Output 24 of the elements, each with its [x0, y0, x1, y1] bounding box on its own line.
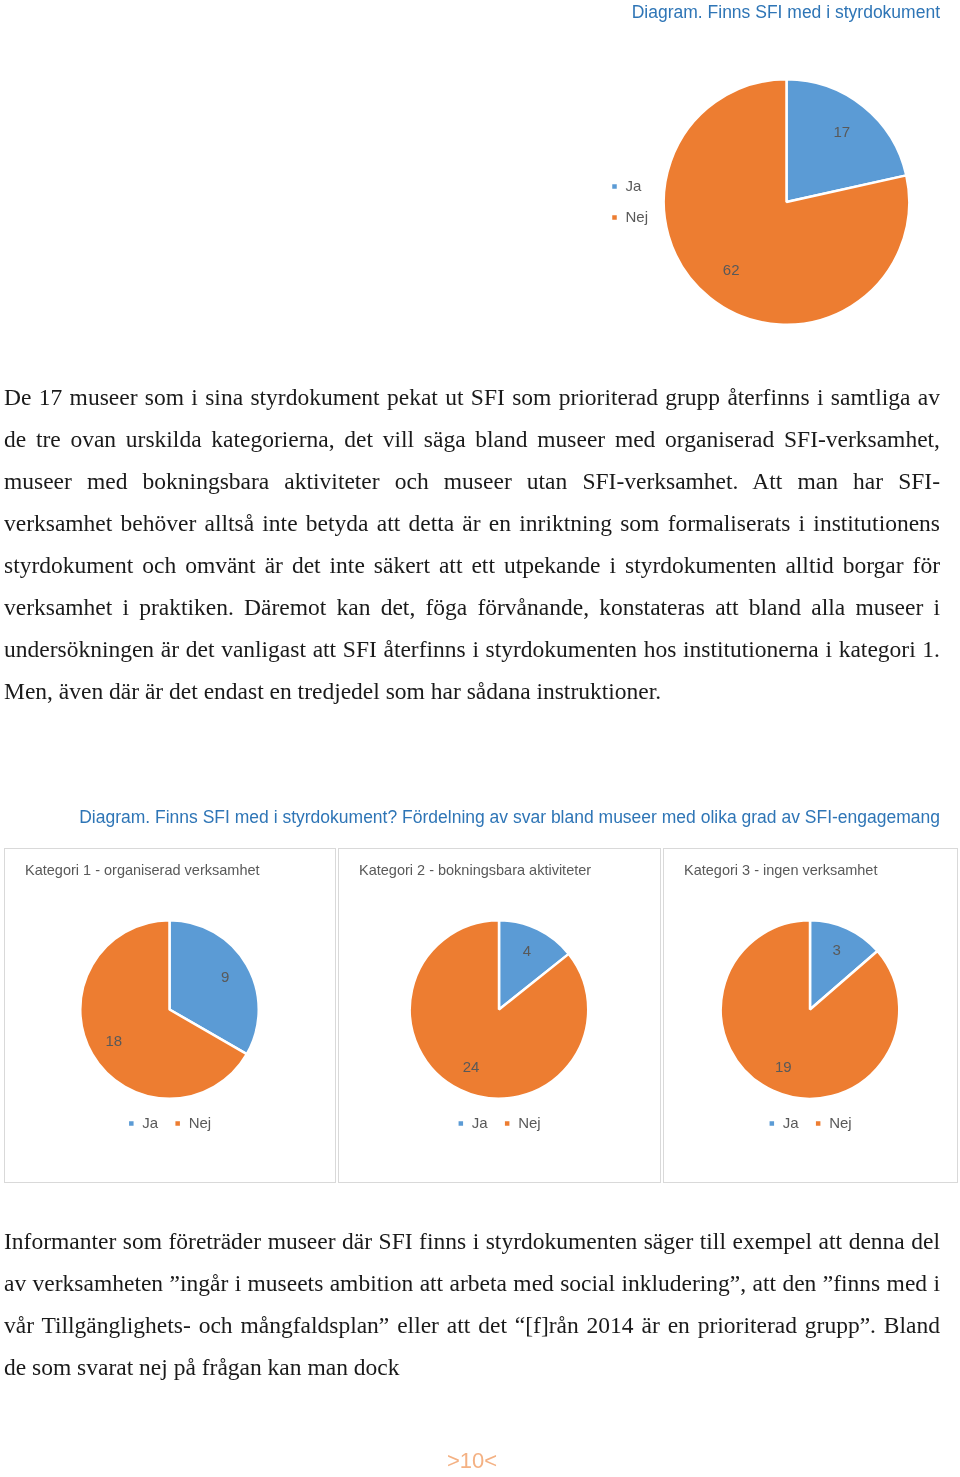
- legend-label: Ja: [782, 1113, 800, 1131]
- text: Informanter som företräder museer där SFI finns i styrdokumenten säger till exempel att denna del av verksamheten ”ingår i museets ambition att arbeta med social inkludering”, att den ”finns med i vår Tillgänglighets- och mångfaldsplan” eller att det “[f]rån 2014 är en prioriterad grupp”. Bland de som svarat nej på frågan kan man dock: [4, 1227, 940, 1382]
- legend-label: Nej: [829, 1113, 852, 1131]
- text: >10<: [445, 1448, 499, 1474]
- legend-label: Ja: [625, 176, 642, 194]
- legend-label: Nej: [625, 207, 649, 225]
- legend-label: Ja: [471, 1113, 489, 1131]
- data-label: 4: [522, 941, 532, 959]
- data-label: 3: [832, 941, 841, 959]
- data-label: 9: [220, 967, 230, 985]
- legend-label: Nej: [518, 1113, 541, 1131]
- data-label: 18: [105, 1031, 123, 1049]
- chart-title: Kategori 3 - ingen verksamhet: [684, 862, 878, 878]
- legend-label: Nej: [188, 1113, 212, 1131]
- chart-title: Diagram. Finns SFI med i styrdokument: [631, 2, 940, 23]
- data-label: 17: [833, 123, 851, 141]
- data-label: 62: [722, 261, 740, 279]
- chart-title: Kategori 2 - bokningsbara aktiviteter: [359, 862, 592, 878]
- legend-label: Ja: [142, 1113, 159, 1131]
- data-label: 19: [774, 1058, 792, 1076]
- text: De 17 museer som i sina styrdokument pekat ut SFI som prioriterad grupp återfinns i samtliga av de tre ovan urskilda kategorierna, det vill säga bland museer med organiserad SFI-verksamhet, museer med bokningsbara aktiviteter och museer utan SFI-verksamhet. Att man har SFI-verksamhet behöver alltså inte betyda att detta är en inriktning som formaliserats i institutionens styrdokument och omvänt är det inte säkert att ett utpekande i styrdokumenten alltid borgar för verksamhet i praktiken. Däremot kan det, föga förvånande, konstateras att bland alla museer i undersökningen är det vanligast att SFI återfinns i styrdokumenten hos institutionerna i kategori 1. Men, även där är det endast en tredjedel som har sådana instruktioner.: [4, 383, 940, 706]
- text: Diagram. Finns SFI med i styrdokument? Fördelning av svar bland museer med olika grad av SFI-engagemang: [79, 807, 940, 828]
- data-label: 24: [462, 1057, 480, 1075]
- chart-title: Kategori 1 - organiserad verksamhet: [25, 862, 260, 878]
